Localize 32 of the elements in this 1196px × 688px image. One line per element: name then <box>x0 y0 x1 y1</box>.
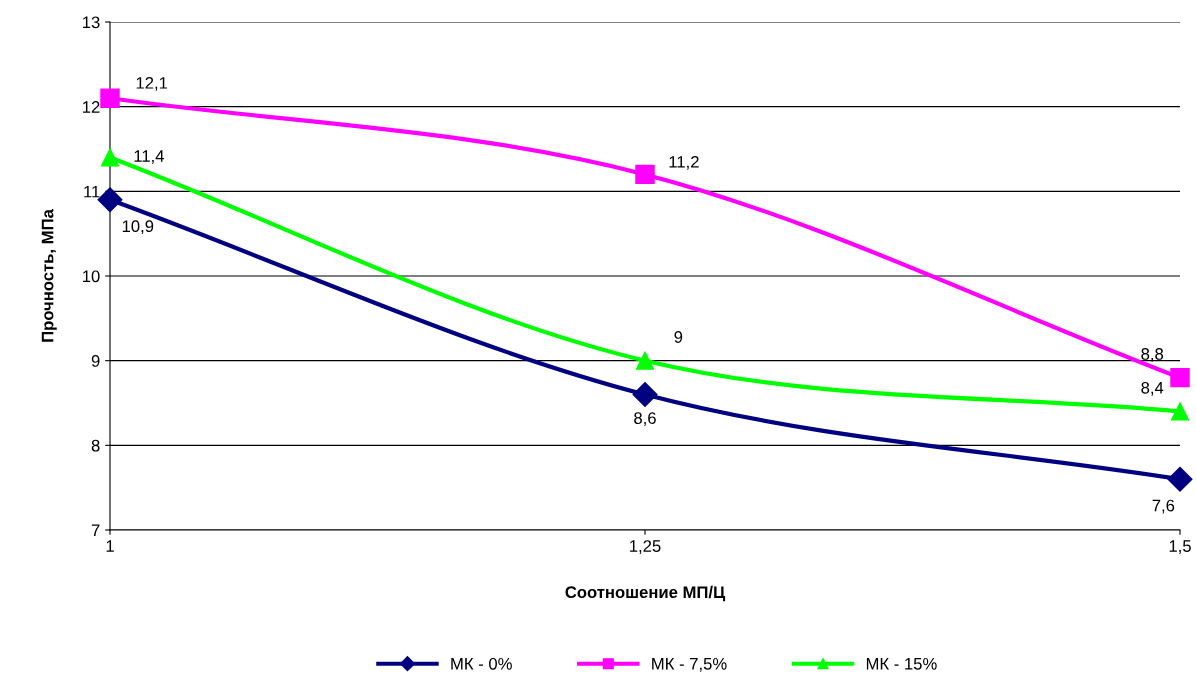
data-label: 11,2 <box>669 155 699 170</box>
point <box>100 88 120 108</box>
data-label: 8,8 <box>1141 348 1164 362</box>
y-tick-label: 10 <box>83 270 100 283</box>
x-axis-title: Соотношение МП/Ц <box>565 585 726 602</box>
point <box>1167 466 1193 492</box>
data-label: 8,6 <box>634 412 656 426</box>
point <box>632 382 658 408</box>
data-label: 12,1 <box>136 76 168 91</box>
y-axis-title: Прочность, МПа <box>41 209 57 342</box>
data-label: 7,6 <box>1152 499 1175 514</box>
legend-label: МК - 0% <box>451 657 512 670</box>
y-tick-label: 9 <box>91 355 100 367</box>
x-tick-label: 1 <box>106 540 114 552</box>
y-tick-label: 8 <box>91 439 100 452</box>
y-tick-label: 12 <box>83 101 100 113</box>
point <box>1170 367 1190 388</box>
legend-label: МК - 15% <box>866 657 937 670</box>
data-label: 9 <box>674 331 683 343</box>
point <box>100 148 120 167</box>
legend-label: МК - 7,5% <box>652 657 727 672</box>
x-tick-label: 1,25 <box>630 540 661 554</box>
data-label: 11,4 <box>134 150 165 164</box>
data-label: 8,4 <box>1141 381 1164 396</box>
y-tick-label: 13 <box>83 16 100 29</box>
point <box>635 164 655 185</box>
y-tick-label: 7 <box>91 524 100 537</box>
data-label: 10,9 <box>122 220 154 235</box>
point <box>1170 402 1190 421</box>
point <box>635 351 655 370</box>
y-tick-label: 11 <box>84 185 100 198</box>
x-tick-label: 1,5 <box>1169 540 1191 554</box>
